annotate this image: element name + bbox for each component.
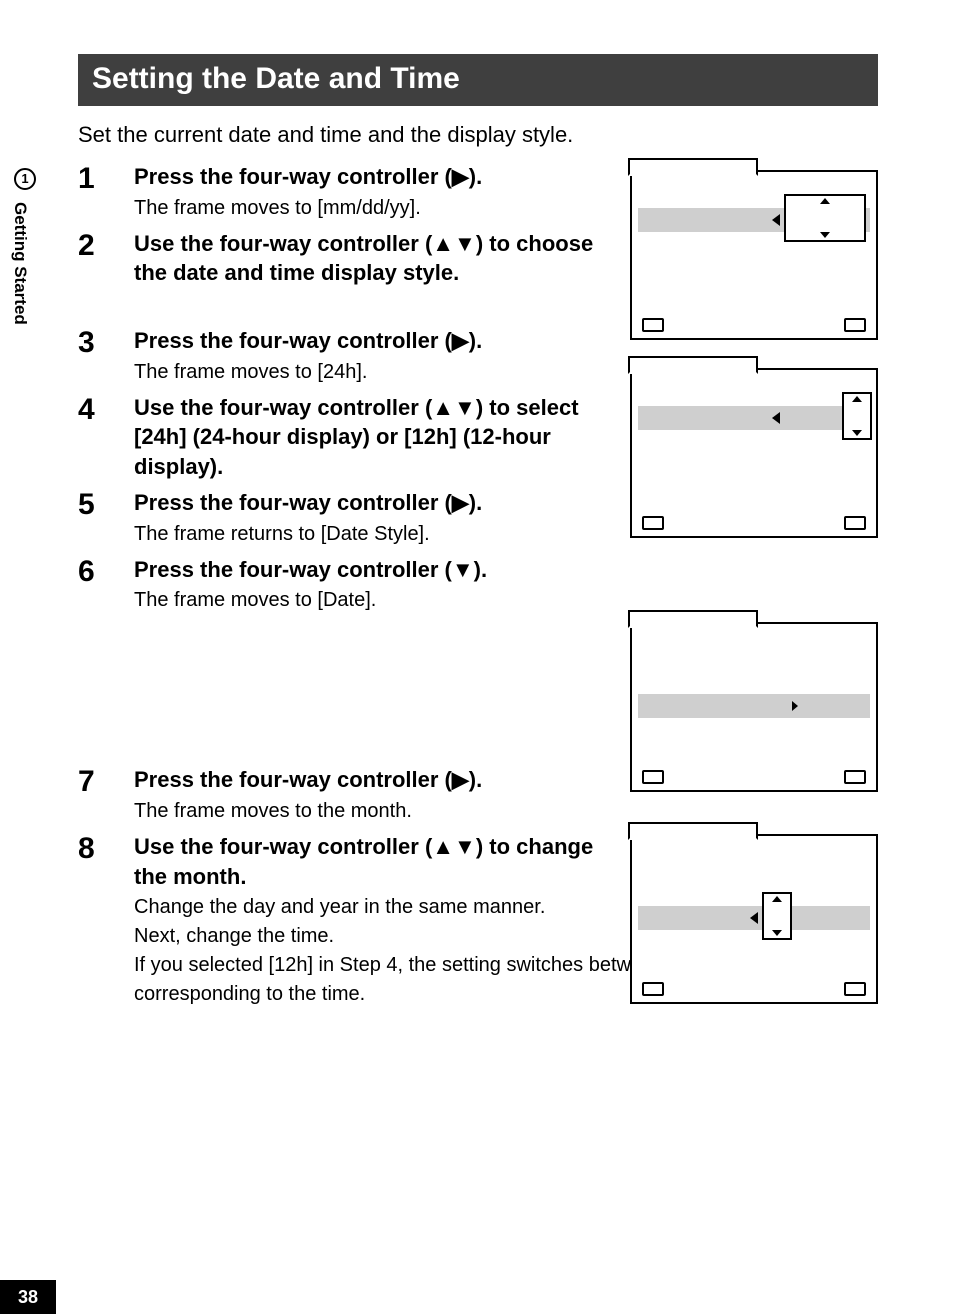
highlight-row: [638, 694, 870, 718]
caret-down-icon: [772, 930, 782, 936]
side-tab: 1 Getting Started: [0, 160, 50, 400]
step-title-pre: Press the four-way controller (: [134, 328, 452, 353]
content-area: Setting the Date and Time Set the curren…: [78, 54, 878, 1015]
right-arrow-icon: ▶: [452, 164, 469, 189]
updown-arrow-icon: ▲▼: [432, 834, 476, 859]
step-number: 2: [78, 229, 134, 261]
caret-up-icon: [852, 396, 862, 402]
step-number: 3: [78, 326, 134, 358]
right-arrow-icon: ▶: [452, 328, 469, 353]
diagram-tab: [628, 610, 758, 628]
step-title-pre: Use the four-way controller (: [134, 395, 432, 420]
updown-arrow-icon: ▲▼: [432, 395, 476, 420]
caret-down-icon: [852, 430, 862, 436]
nav-button-right: [844, 770, 866, 784]
highlight-row: [638, 406, 870, 430]
step-title: Press the four-way controller (▶).: [134, 488, 618, 518]
updown-arrow-icon: ▲▼: [432, 231, 476, 256]
caret-left-icon: [772, 214, 780, 226]
caret-right-icon: [792, 701, 798, 711]
screen-diagram-1: [630, 170, 878, 340]
step-title: Use the four-way controller (▲▼) to choo…: [134, 229, 618, 288]
down-arrow-icon: ▼: [452, 557, 474, 582]
steps-list: 1 Press the four-way controller (▶). The…: [78, 162, 878, 1009]
step-number: 8: [78, 832, 134, 864]
step-title-post: ).: [469, 767, 482, 792]
section-intro: Set the current date and time and the di…: [78, 122, 878, 148]
caret-left-icon: [772, 412, 780, 424]
step-6: 6 Press the four-way controller (▼). The…: [78, 555, 878, 616]
step-title: Press the four-way controller (▶).: [134, 326, 618, 356]
screen-diagram-4: [630, 834, 878, 1004]
right-arrow-icon: ▶: [452, 490, 469, 515]
caret-down-icon: [820, 232, 830, 238]
page: 1 Getting Started 38 Setting the Date an…: [0, 0, 954, 1314]
diagram-frame: [630, 834, 878, 1004]
diagram-frame: [630, 170, 878, 340]
diagram-tab: [628, 158, 758, 176]
caret-up-icon: [820, 198, 830, 204]
step-description: The frame moves to [mm/dd/yy].: [134, 194, 618, 223]
diagram-frame: [630, 368, 878, 538]
step-title-post: ).: [469, 164, 482, 189]
nav-button-left: [642, 318, 664, 332]
step-title: Use the four-way controller (▲▼) to sele…: [134, 393, 618, 482]
screen-diagram-2: [630, 368, 878, 538]
section-header: Setting the Date and Time: [78, 54, 878, 106]
page-number: 38: [0, 1280, 56, 1314]
nav-button-right: [844, 516, 866, 530]
nav-button-left: [642, 516, 664, 530]
step-title-post: ).: [469, 490, 482, 515]
step-title: Press the four-way controller (▼).: [134, 555, 618, 585]
step-description: The frame moves to [24h].: [134, 358, 618, 387]
nav-button-left: [642, 770, 664, 784]
step-body: Press the four-way controller (▼). The f…: [134, 555, 878, 616]
diagram-tab: [628, 822, 758, 840]
step-title: Press the four-way controller (▶).: [134, 765, 618, 795]
chapter-number-badge: 1: [14, 168, 36, 190]
step-number: 5: [78, 488, 134, 520]
step-description: The frame moves to the month.: [134, 797, 618, 826]
step-title-post: ).: [474, 557, 487, 582]
step-title-pre: Use the four-way controller (: [134, 834, 432, 859]
right-arrow-icon: ▶: [452, 767, 469, 792]
chapter-label: Getting Started: [10, 202, 30, 325]
step-title-post: ).: [469, 328, 482, 353]
nav-button-right: [844, 318, 866, 332]
step-title-pre: Press the four-way controller (: [134, 767, 452, 792]
step-description: The frame moves to [Date].: [134, 586, 618, 615]
step-title-pre: Press the four-way controller (: [134, 490, 452, 515]
step-number: 4: [78, 393, 134, 425]
step-number: 6: [78, 555, 134, 587]
nav-button-left: [642, 982, 664, 996]
step-number: 1: [78, 162, 134, 194]
caret-up-icon: [772, 896, 782, 902]
step-title-pre: Use the four-way controller (: [134, 231, 432, 256]
diagram-tab: [628, 356, 758, 374]
step-title-pre: Press the four-way controller (: [134, 164, 452, 189]
screen-diagram-3: [630, 622, 878, 792]
diagram-frame: [630, 622, 878, 792]
step-title: Press the four-way controller (▶).: [134, 162, 618, 192]
step-number: 7: [78, 765, 134, 797]
caret-left-icon: [750, 912, 758, 924]
nav-button-right: [844, 982, 866, 996]
step-description: The frame returns to [Date Style].: [134, 520, 618, 549]
step-title-pre: Press the four-way controller (: [134, 557, 452, 582]
